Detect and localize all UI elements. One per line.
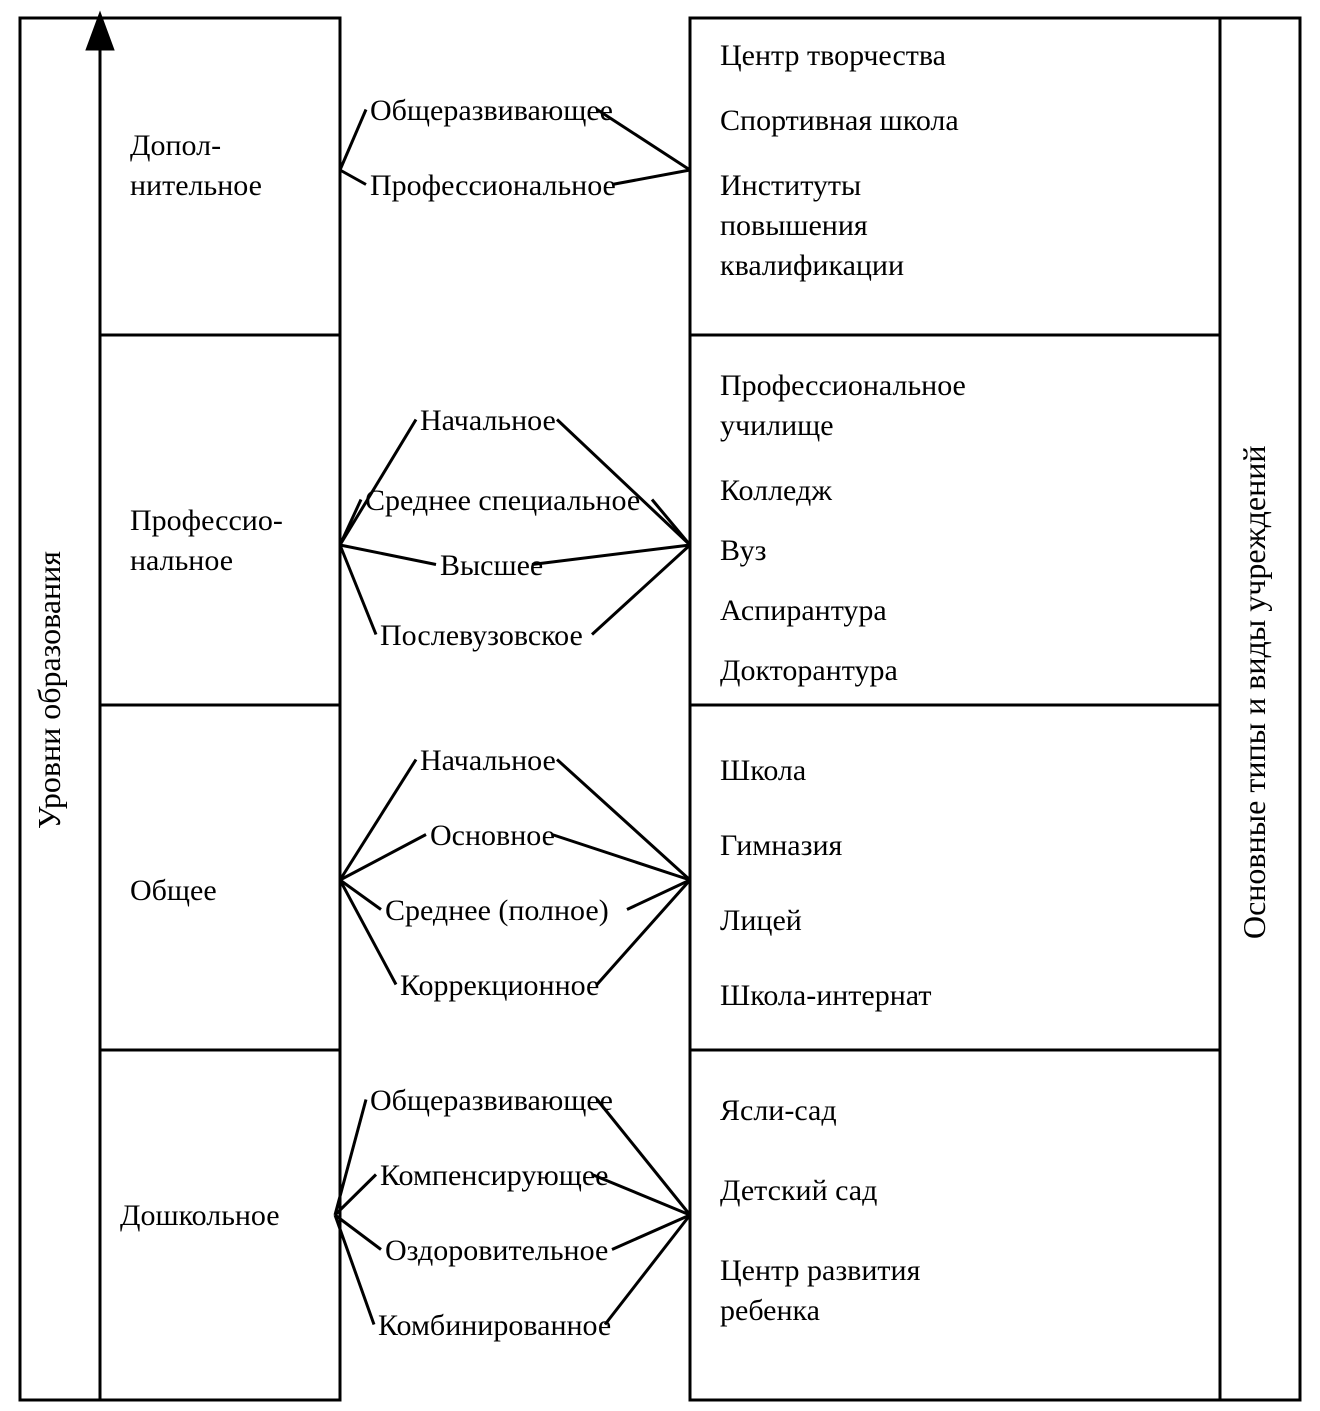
institution-label: Лицей xyxy=(720,904,802,937)
subtype-label: Послевузовское xyxy=(380,619,583,652)
fan-left xyxy=(340,420,416,546)
fan-right xyxy=(605,1215,690,1325)
subtype-label: Начальное xyxy=(420,744,556,777)
subtype-label: Основное xyxy=(430,819,555,852)
fan-right xyxy=(592,545,690,635)
subtype-label: Коррекционное xyxy=(400,969,599,1002)
fan-right xyxy=(532,545,690,565)
institution-label: Гимназия xyxy=(720,829,843,862)
fan-right xyxy=(557,420,690,546)
institution-label: Институты xyxy=(720,169,861,202)
fan-right xyxy=(627,880,690,910)
institution-label: квалификации xyxy=(720,249,904,282)
subtype-label: Общеразвивающее xyxy=(370,94,613,127)
institution-label: Аспирантура xyxy=(720,594,887,627)
education-levels-diagram: Уровни образования Основные типы и виды у… xyxy=(0,0,1320,1411)
fan-right xyxy=(612,170,690,185)
fan-left xyxy=(340,110,366,171)
institution-label: Центр развития xyxy=(720,1254,921,1287)
subtype-label: Среднее (полное) xyxy=(385,894,609,927)
institution-label: Колледж xyxy=(720,474,832,507)
level-label-professional: нальное xyxy=(130,544,233,577)
fan-right xyxy=(652,500,690,546)
fan-left xyxy=(340,500,361,546)
institution-label: Докторантура xyxy=(720,654,898,687)
fan-left xyxy=(340,545,376,635)
subtype-label: Комбинированное xyxy=(378,1309,611,1342)
fan-left xyxy=(340,880,381,910)
left-frame xyxy=(20,18,340,1400)
institution-label: Детский сад xyxy=(720,1174,877,1207)
left-axis-label: Уровни образования xyxy=(31,551,67,829)
subtype-label: Высшее xyxy=(440,549,543,582)
fan-right xyxy=(597,880,690,985)
institution-label: Центр творчества xyxy=(720,39,946,72)
institution-label: училище xyxy=(720,409,834,442)
institution-label: ребенка xyxy=(720,1294,820,1327)
fan-right xyxy=(557,760,690,881)
level-label-general: Общее xyxy=(130,874,217,907)
subtype-label: Начальное xyxy=(420,404,556,437)
institution-label: Школа xyxy=(720,754,806,787)
fan-left xyxy=(340,760,416,881)
institution-label: Профессиональное xyxy=(720,369,966,402)
subtype-label: Компенсирующее xyxy=(380,1159,608,1192)
level-label-preschool: Дошкольное xyxy=(120,1199,280,1232)
institution-label: Ясли-сад xyxy=(720,1094,837,1127)
level-label-additional: Допол- xyxy=(130,129,221,162)
fan-left xyxy=(340,545,436,565)
subtype-label: Профессиональное xyxy=(370,169,616,202)
subtype-label: Среднее специальное xyxy=(365,484,640,517)
subtype-label: Общеразвивающее xyxy=(370,1084,613,1117)
subtype-label: Оздоровительное xyxy=(385,1234,608,1267)
level-label-additional: нительное xyxy=(130,169,262,202)
institution-label: повышения xyxy=(720,209,868,242)
institution-label: Спортивная школа xyxy=(720,104,959,137)
fan-left xyxy=(340,170,366,185)
level-label-professional: Профессио- xyxy=(130,504,283,537)
fan-right xyxy=(552,835,690,881)
institution-label: Вуз xyxy=(720,534,766,567)
right-axis-label: Основные типы и виды учреждений xyxy=(1236,445,1272,939)
institution-label: Школа-интернат xyxy=(720,979,931,1012)
